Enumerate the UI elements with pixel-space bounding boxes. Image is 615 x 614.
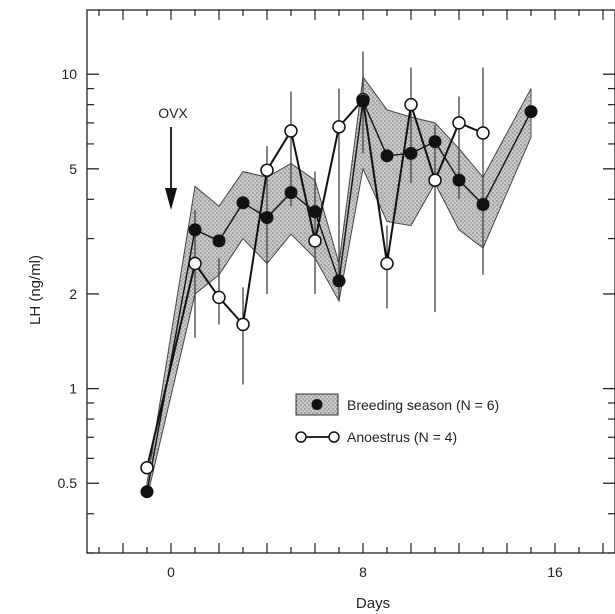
legend-item-anoestrus: Anoestrus (N = 4) — [295, 429, 457, 445]
ovx-arrow-head-icon — [165, 188, 177, 210]
anoestrus-point — [260, 163, 274, 177]
x-axis-title: Days — [356, 595, 390, 612]
breeding-season-point — [452, 173, 466, 187]
anoestrus-point — [308, 234, 322, 248]
breeding-season-point — [284, 186, 298, 200]
breeding-season-point — [476, 198, 490, 212]
breeding-season-point — [260, 211, 274, 225]
breeding-season-point — [188, 223, 202, 237]
breeding-season-point — [236, 196, 250, 210]
y-tick-label: 5 — [69, 161, 77, 177]
breeding-season-point — [356, 94, 370, 108]
breeding-season-point — [308, 205, 322, 219]
y-tick-label: 2 — [69, 286, 77, 302]
anoestrus-point — [236, 317, 250, 332]
anoestrus-point — [140, 461, 154, 475]
legend-marker-filled — [311, 399, 323, 410]
breeding-season-point — [524, 105, 538, 119]
legend-label-anoestrus: Anoestrus (N = 4) — [347, 429, 457, 445]
breeding-season-point — [428, 135, 442, 149]
y-tick-label: 1 — [69, 381, 77, 397]
legend: Breeding season (N = 6) Anoestrus (N = 4… — [295, 393, 499, 445]
breeding-season-point — [404, 146, 418, 160]
breeding-season-point — [140, 485, 154, 499]
x-tick-label: 16 — [547, 564, 563, 580]
anoestrus-point — [404, 97, 418, 112]
y-axis-title: LH (ng/ml) — [27, 255, 44, 325]
legend-label-breeding-season: Breeding season (N = 6) — [347, 397, 499, 413]
breeding-season-point — [380, 149, 394, 163]
y-tick-label: 0.5 — [58, 475, 78, 491]
y-tick-label: 10 — [61, 66, 77, 82]
anoestrus-point — [380, 256, 394, 271]
anoestrus-point — [332, 120, 346, 134]
legend-item-breeding-season: Breeding season (N = 6) — [295, 393, 499, 416]
anoestrus-point — [476, 126, 490, 140]
y-axis-ticks: 0.5 1 2 5 10 — [58, 66, 615, 554]
legend-marker-open-right — [328, 431, 340, 443]
x-tick-label: 0 — [167, 564, 175, 580]
x-axis-ticks: 0 8 16 — [98, 10, 604, 580]
anoestrus-point — [284, 124, 298, 138]
ovx-annotation: OVX — [158, 105, 188, 210]
anoestrus-point — [212, 290, 226, 305]
anoestrus-point — [428, 173, 442, 187]
legend-marker-open-left — [295, 431, 307, 443]
breeding-season-point — [332, 274, 346, 288]
breeding-season-point — [212, 234, 226, 248]
anoestrus-point — [452, 116, 466, 130]
plot-frame — [86, 9, 615, 554]
anoestrus-point — [188, 256, 202, 271]
x-tick-label: 8 — [359, 564, 367, 580]
ovx-label: OVX — [158, 105, 188, 121]
series-points — [140, 92, 538, 499]
